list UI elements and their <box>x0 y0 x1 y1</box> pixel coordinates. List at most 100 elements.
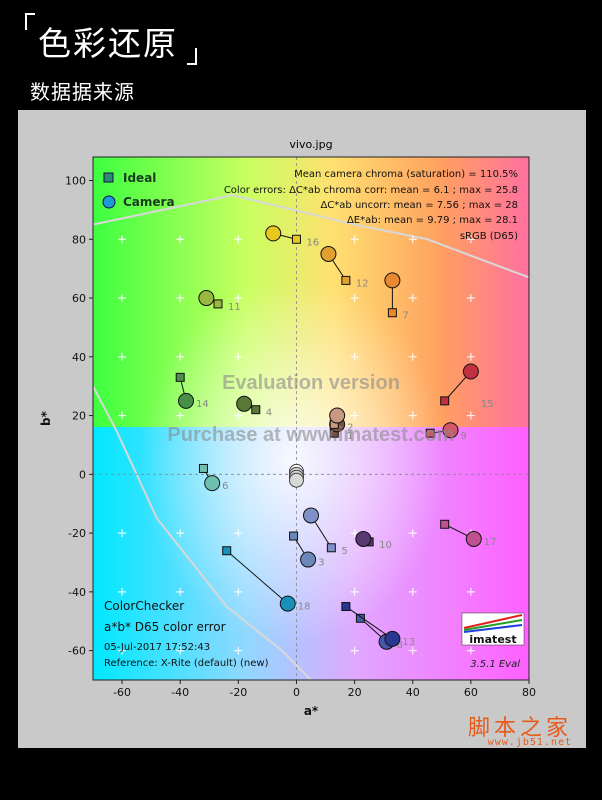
ideal-point-11 <box>213 299 223 309</box>
grid-plus-mark <box>350 646 359 655</box>
ideal-point-14 <box>175 372 185 382</box>
camera-point-10 <box>355 530 372 547</box>
ideal-point-8 <box>355 613 365 623</box>
ideal-point-18 <box>222 546 232 556</box>
patch-label-9: 9 <box>461 431 467 442</box>
grid-plus-mark <box>118 587 127 596</box>
grid-plus-mark <box>408 294 417 303</box>
grid-plus-mark <box>176 235 185 244</box>
grid-plus-mark <box>408 411 417 420</box>
chart-title: vivo.jpg <box>289 138 332 151</box>
camera-point-15 <box>462 363 479 380</box>
eval-watermark: Evaluation version Purchase at www.imate… <box>167 372 454 446</box>
ideal-point-12 <box>341 275 351 285</box>
camera-point-6 <box>204 475 221 492</box>
ideal-point-13 <box>341 602 351 612</box>
legend-camera-label: Camera <box>123 195 175 209</box>
y-tick-label: -40 <box>68 586 86 599</box>
patch-label-12: 12 <box>356 278 369 289</box>
grid-plus-mark <box>234 411 243 420</box>
legend-camera-marker <box>102 195 116 209</box>
ideal-point-7 <box>387 308 397 318</box>
x-tick-label: -60 <box>113 686 131 699</box>
grid-plus-mark <box>118 352 127 361</box>
y-tick-label: 20 <box>72 410 86 423</box>
camera-point-5 <box>303 507 319 524</box>
grid-plus-mark <box>466 646 475 655</box>
legend-ideal-label: Ideal <box>123 171 156 185</box>
plot-frame <box>92 156 530 681</box>
patch-label-15: 15 <box>481 399 494 410</box>
info-line: a*b* D65 color error <box>104 620 226 634</box>
info-line: 05-Jul-2017 17:52:43 <box>104 642 210 653</box>
version-text: 3.5.1 Eval <box>470 659 520 670</box>
patch-label-2: 2 <box>347 422 353 433</box>
grid-plus-mark <box>466 235 475 244</box>
camera-point-16 <box>265 225 282 242</box>
patch-label-4: 4 <box>266 408 272 419</box>
watermark-line: Evaluation version <box>222 372 400 394</box>
ideal-point-17 <box>440 519 450 529</box>
camera-point-9 <box>442 422 459 439</box>
x-tick-label: 40 <box>406 686 420 699</box>
chroma-scatter-chart: -60 -40 -20 0 20 40 60 80 -60 -40 -20 0 20 40 60 80 100 a… <box>39 138 536 718</box>
error-line-13 <box>345 606 393 640</box>
camera-point-12 <box>320 245 337 262</box>
camera-point-18 <box>279 595 296 612</box>
legend: Ideal Camera <box>102 171 175 209</box>
ideal-point-6 <box>198 463 208 473</box>
camera-point-17 <box>465 530 482 547</box>
grid-plus-mark <box>234 587 243 596</box>
camera-point-2 <box>329 407 346 424</box>
title-bracket-right <box>187 48 197 65</box>
bottom-left-info: ColorChecker a*b* D65 color error 05-Jul… <box>104 599 269 669</box>
x-tick-label: -20 <box>229 686 247 699</box>
y-tick-label: 40 <box>72 351 86 364</box>
x-tick-label: 60 <box>464 686 478 699</box>
grid-plus-mark <box>234 235 243 244</box>
grid-plus-mark <box>176 587 185 596</box>
ideal-point-16 <box>291 234 301 244</box>
grid-plus-mark <box>350 587 359 596</box>
x-axis-label: a* <box>304 704 319 718</box>
y-tick-label: -20 <box>68 527 86 540</box>
camera-point-4 <box>236 395 253 412</box>
logo-text: imatest <box>469 633 516 646</box>
camera-point-13 <box>384 630 401 647</box>
y-axis-label: b* <box>39 410 53 426</box>
grid-plus-mark <box>176 411 185 420</box>
grid-plus-mark <box>466 294 475 303</box>
camera-point-11 <box>198 290 215 307</box>
grid-plus-mark <box>234 646 243 655</box>
grid-plus-mark <box>118 411 127 420</box>
grid-plus-mark <box>408 235 417 244</box>
y-tick-label: 100 <box>65 175 86 188</box>
stats-line: Mean camera chroma (saturation) = 110.5% <box>294 169 518 180</box>
x-tick-label: -40 <box>171 686 189 699</box>
stats-block: Mean camera chroma (saturation) = 110.5%… <box>224 169 518 242</box>
stats-line: ΔE*ab: mean = 9.79 ; max = 28.1 <box>347 215 518 226</box>
grid-plus-mark <box>176 352 185 361</box>
grid-plus-mark <box>234 529 243 538</box>
ideal-point-4 <box>251 405 261 415</box>
y-tick-label: 0 <box>79 468 86 481</box>
patch-label-6: 6 <box>222 481 228 492</box>
page-subtitle: 数据据来源 <box>30 80 135 104</box>
patch-label-10: 10 <box>379 540 392 551</box>
gamut-boundary-upper <box>93 194 529 279</box>
grid-plus-mark <box>466 411 475 420</box>
neutral-patch-point <box>288 472 304 488</box>
error-line-18 <box>226 550 289 604</box>
grid-plus-mark <box>176 294 185 303</box>
y-tick-label: 60 <box>72 292 86 305</box>
x-tick-label: 20 <box>348 686 362 699</box>
grid-plus-mark <box>118 646 127 655</box>
imatest-logo: imatest <box>461 612 525 646</box>
ideal-point-3 <box>289 531 299 541</box>
stats-line: Color errors: ΔC*ab chroma corr: mean = … <box>224 185 518 196</box>
patch-label-1: 1 <box>347 431 353 442</box>
ideal-point-9 <box>425 428 435 438</box>
y-tick-label: 80 <box>72 233 86 246</box>
stats-line: ΔC*ab uncorr: mean = 7.56 ; max = 28 <box>320 200 518 211</box>
site-watermark-url: www.jb51.net <box>487 737 572 748</box>
